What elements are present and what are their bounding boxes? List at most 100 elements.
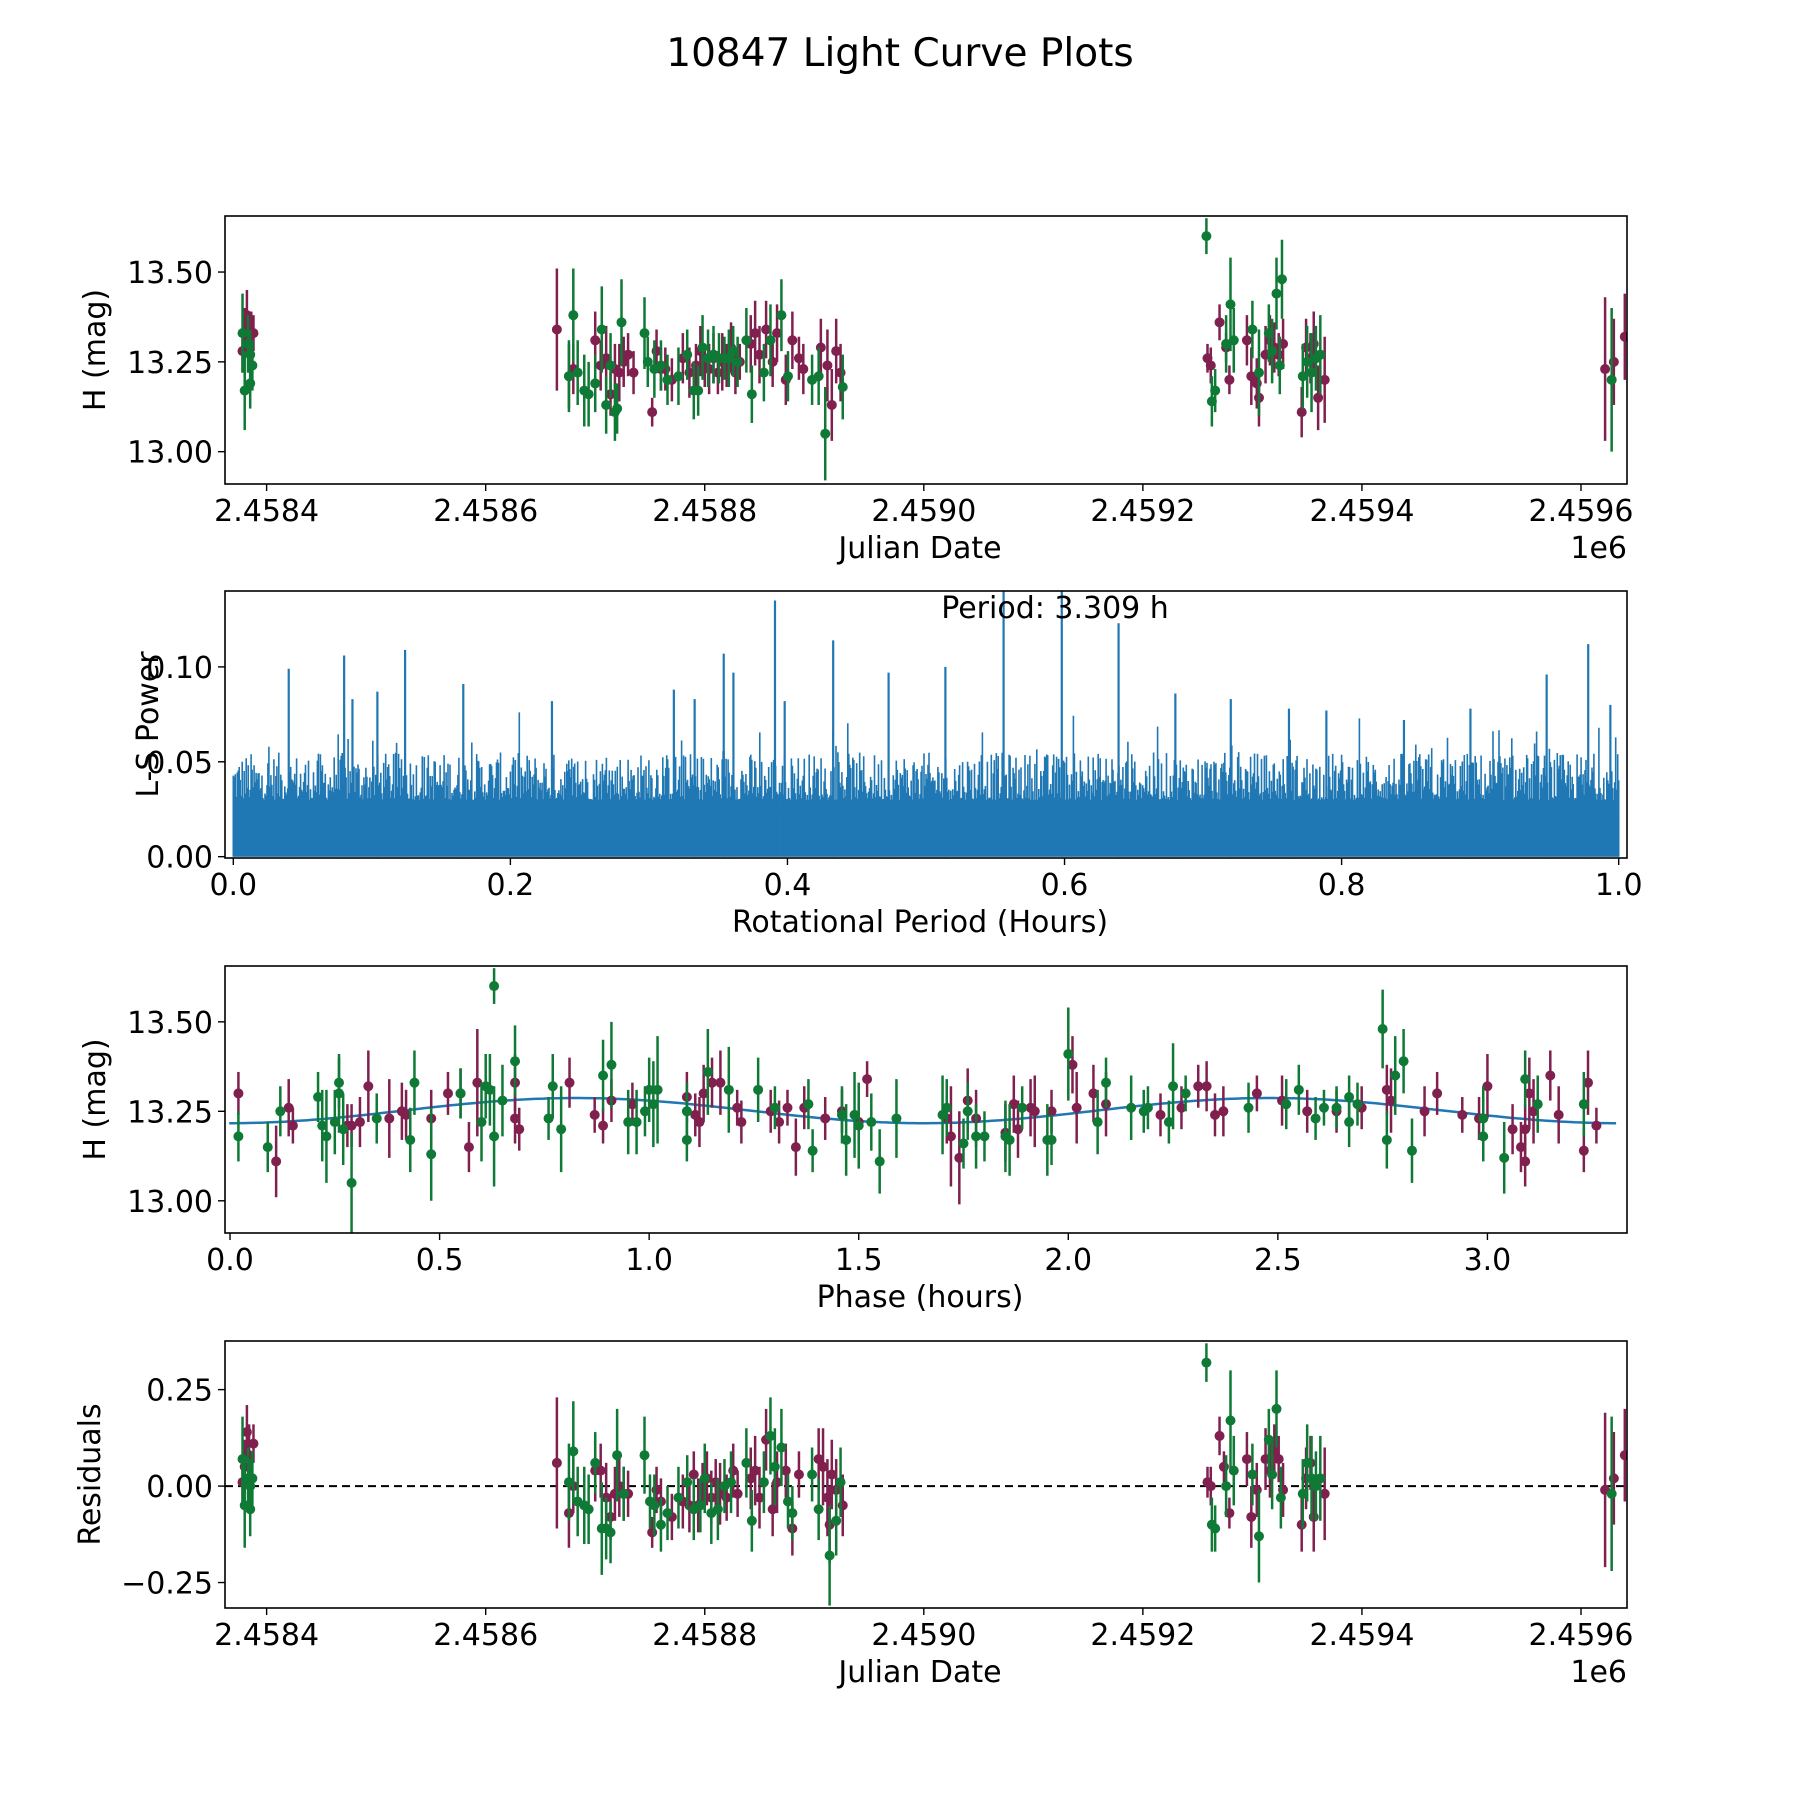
series-series_a [237, 1397, 1627, 1568]
data-point [798, 364, 809, 375]
data-point [338, 1124, 349, 1135]
data-point [321, 1131, 332, 1142]
data-point [1205, 360, 1216, 371]
residuals-panel: 2.4584 2.4586 2.4588 2.4590 2.4592 2.4594 2.45… [73, 1340, 1633, 1690]
x-tick-label: 2.4588 [652, 1618, 757, 1653]
data-point [631, 1117, 642, 1128]
data-point [275, 1106, 286, 1117]
data-point [1406, 1145, 1417, 1156]
data-point [627, 1099, 638, 1110]
data-point [409, 1077, 420, 1088]
data-point [1210, 385, 1221, 396]
y-tick-label: −0.25 [121, 1567, 213, 1602]
data-point [1247, 324, 1258, 335]
data-point [1029, 1106, 1040, 1117]
data-point [1310, 1113, 1321, 1124]
data-point [1600, 364, 1611, 375]
data-point [1606, 374, 1617, 385]
data-point [1241, 1454, 1252, 1465]
data-point [1218, 1106, 1229, 1117]
data-point [1201, 1357, 1212, 1368]
data-point [287, 1120, 298, 1131]
data-point [556, 1124, 567, 1135]
data-point [1608, 356, 1619, 367]
data-point [736, 1117, 747, 1128]
data-point [237, 1454, 248, 1465]
data-point [824, 1550, 835, 1561]
data-point [442, 1088, 453, 1099]
data-point [568, 310, 579, 321]
data-point [647, 407, 658, 418]
data-point [891, 1113, 902, 1124]
data-point [606, 1059, 617, 1070]
data-point [1267, 1469, 1278, 1480]
data-point [623, 1117, 634, 1128]
data-point [1545, 1070, 1556, 1081]
data-point [655, 1519, 666, 1530]
data-point [702, 1066, 713, 1077]
y-tick-label: 0.00 [146, 1470, 213, 1505]
y-tick-label: 13.00 [127, 436, 213, 471]
data-point [1619, 331, 1627, 342]
data-point [463, 1142, 474, 1153]
data-point [1478, 1131, 1489, 1142]
data-point [1210, 1523, 1221, 1534]
x-tick-label: 0.6 [1041, 868, 1089, 903]
data-point [283, 1102, 294, 1113]
data-point [1253, 367, 1264, 378]
data-point [746, 1515, 757, 1526]
data-point [551, 1457, 562, 1468]
data-point [510, 1113, 521, 1124]
data-point [820, 1113, 831, 1124]
data-point [761, 324, 772, 335]
data-point [245, 378, 256, 389]
data-point [1419, 1106, 1430, 1117]
data-point [707, 1077, 718, 1088]
data-point [774, 1117, 785, 1128]
data-point [681, 1134, 692, 1145]
data-point [776, 310, 787, 321]
data-point [1180, 1088, 1191, 1099]
data-point [1008, 1099, 1019, 1110]
data-point [841, 1134, 852, 1145]
data-point [1507, 1124, 1518, 1135]
data-point [1251, 378, 1262, 389]
data-point [767, 1504, 778, 1515]
x-tick-label: 1.0 [625, 1243, 673, 1278]
x-tick-label: 0.5 [416, 1243, 464, 1278]
data-point [1578, 1145, 1589, 1156]
data-point [618, 1488, 629, 1499]
data-point [245, 349, 256, 360]
x-tick-label: 0.4 [764, 868, 812, 903]
data-point [941, 1102, 952, 1113]
plot-area [225, 1343, 1627, 1606]
data-point [1344, 1117, 1355, 1128]
data-point [1398, 1056, 1409, 1067]
series-series_b [237, 1343, 1617, 1606]
data-point [695, 1500, 706, 1511]
data-point [346, 1177, 357, 1188]
data-point [1218, 1461, 1229, 1472]
phased-panel: 0.0 0.5 1.0 1.5 2.0 2.5 3.0 13.00 13.25 13.50 Phas… [78, 965, 1628, 1315]
data-point [837, 1500, 848, 1511]
data-point [237, 328, 248, 339]
data-point [673, 1492, 684, 1503]
data-point [1193, 1081, 1204, 1092]
data-point [1606, 1488, 1617, 1499]
plot-area [237, 218, 1627, 481]
data-point [371, 1113, 382, 1124]
data-point [596, 324, 607, 335]
x-tick-label: 1.5 [835, 1243, 883, 1278]
data-point [826, 1469, 837, 1480]
data-point [835, 1477, 846, 1488]
data-point [612, 403, 623, 414]
data-point [484, 1084, 495, 1095]
data-point [1214, 1430, 1225, 1441]
data-point [1313, 392, 1324, 403]
data-point [1296, 407, 1307, 418]
data-point [793, 1469, 804, 1480]
data-point [334, 1088, 345, 1099]
data-point [962, 1106, 973, 1117]
data-point [1046, 1134, 1057, 1145]
